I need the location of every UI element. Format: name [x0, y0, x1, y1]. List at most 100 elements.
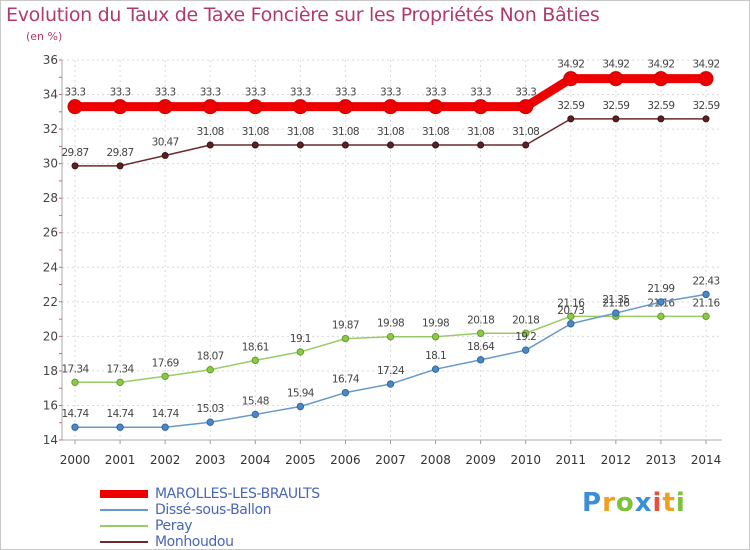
data-label: 21.16 — [602, 297, 630, 309]
data-point — [702, 115, 710, 123]
data-point — [428, 99, 444, 115]
legend-swatch — [100, 509, 148, 511]
data-label: 21.16 — [692, 297, 720, 309]
data-label: 32.59 — [602, 100, 629, 112]
data-label: 20.18 — [512, 314, 539, 326]
legend-item: Dissé-sous-Ballon — [100, 502, 400, 518]
data-label: 19.1 — [290, 333, 311, 345]
data-point — [657, 298, 665, 306]
data-label: 14.74 — [61, 408, 89, 420]
y-tick-label: 28 — [43, 191, 58, 205]
y-tick-label: 14 — [43, 433, 58, 447]
data-label: 33.3 — [155, 87, 176, 99]
data-label: 33.3 — [290, 87, 311, 99]
legend-label: MAROLLES-LES-BRAULTS — [155, 486, 320, 502]
data-label: 31.08 — [242, 126, 269, 138]
data-point — [386, 380, 395, 388]
data-point — [202, 99, 218, 115]
x-tick-label: 2008 — [420, 453, 451, 467]
data-point — [476, 356, 485, 364]
data-point — [71, 378, 79, 387]
data-label: 17.69 — [152, 357, 179, 369]
y-tick-label: 26 — [43, 226, 58, 240]
data-point — [518, 99, 534, 115]
y-tick-label: 34 — [43, 88, 58, 102]
data-label: 33.3 — [380, 87, 401, 99]
data-label: 17.34 — [61, 363, 89, 375]
data-point — [387, 141, 394, 149]
data-point — [341, 141, 349, 149]
y-tick-label: 36 — [43, 53, 58, 67]
y-tick-label: 24 — [43, 260, 58, 274]
data-label: 20.18 — [467, 314, 494, 326]
data-point — [161, 372, 169, 380]
data-label: 34.92 — [557, 59, 584, 71]
x-tick-label: 2014 — [691, 453, 722, 467]
data-point — [296, 402, 305, 411]
data-point — [386, 333, 395, 341]
data-point — [612, 309, 620, 317]
data-label: 33.3 — [65, 87, 86, 99]
data-point — [157, 99, 173, 115]
legend-item: Monhoudou — [100, 534, 400, 550]
legend-label: Dissé-sous-Ballon — [155, 502, 272, 518]
data-label: 14.74 — [107, 408, 135, 420]
data-label: 33.3 — [515, 87, 536, 99]
data-point — [657, 115, 665, 123]
data-point — [657, 312, 665, 321]
data-point — [567, 312, 575, 321]
data-point — [112, 99, 128, 115]
data-label: 33.3 — [470, 87, 491, 99]
data-point — [383, 99, 398, 115]
x-tick-label: 2007 — [375, 453, 406, 467]
x-tick-label: 2013 — [646, 453, 677, 467]
data-label: 16.74 — [332, 374, 360, 386]
data-label: 32.59 — [692, 100, 719, 112]
x-tick-label: 2003 — [195, 453, 226, 467]
legend: MAROLLES-LES-BRAULTS Dissé-sous-Ballon Per… — [100, 486, 400, 550]
x-tick-label: 2006 — [330, 453, 361, 467]
data-label: 15.48 — [242, 395, 269, 407]
data-point — [612, 115, 620, 123]
data-label: 31.08 — [377, 126, 404, 138]
x-tick-label: 2002 — [150, 453, 181, 467]
data-point — [296, 141, 304, 149]
data-label: 33.3 — [200, 87, 221, 99]
data-point — [476, 329, 485, 337]
data-label: 33.3 — [245, 87, 266, 99]
data-point — [206, 418, 214, 426]
data-point — [251, 141, 259, 149]
data-point — [337, 99, 353, 115]
data-label: 18.64 — [467, 341, 495, 353]
data-label: 33.3 — [335, 87, 356, 99]
data-label: 33.3 — [425, 87, 446, 99]
data-point — [473, 99, 489, 115]
data-label: 21.35 — [602, 294, 629, 306]
x-tick-label: 2004 — [240, 453, 271, 467]
data-label: 21.16 — [557, 297, 585, 309]
data-label: 19.98 — [422, 318, 449, 330]
chart-title: Evolution du Taux de Taxe Foncière sur l… — [6, 4, 600, 26]
data-label: 31.08 — [512, 126, 539, 138]
data-label: 22.43 — [692, 275, 719, 287]
legend-swatch — [100, 541, 148, 543]
data-point — [206, 141, 214, 149]
data-label: 31.08 — [197, 126, 224, 138]
data-point — [161, 423, 169, 431]
data-label: 17.24 — [377, 365, 405, 377]
data-label: 19.2 — [515, 331, 536, 343]
proxiti-logo: Proxiti — [582, 488, 686, 518]
data-label: 20.73 — [557, 305, 584, 317]
y-tick-label: 20 — [43, 329, 58, 343]
y-tick-label: 22 — [43, 295, 58, 309]
data-point — [698, 71, 714, 87]
data-point — [67, 99, 83, 115]
data-label: 19.98 — [377, 318, 404, 330]
data-point — [608, 71, 624, 87]
data-label: 34.92 — [647, 59, 674, 71]
data-point — [251, 410, 259, 419]
data-label: 31.08 — [422, 126, 449, 138]
data-point — [653, 71, 669, 87]
